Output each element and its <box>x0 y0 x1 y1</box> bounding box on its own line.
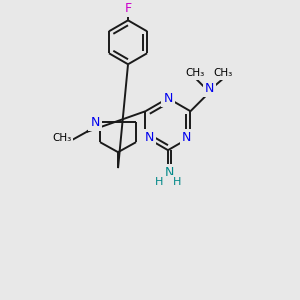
Text: N: N <box>163 92 173 105</box>
Text: N: N <box>182 131 191 144</box>
Text: H: H <box>173 177 181 187</box>
Text: N: N <box>205 82 214 95</box>
Text: N: N <box>164 166 174 178</box>
Text: CH₃: CH₃ <box>186 68 205 78</box>
Text: H: H <box>155 177 163 187</box>
Text: CH₃: CH₃ <box>52 133 72 143</box>
Text: N: N <box>90 116 100 129</box>
Text: F: F <box>124 2 132 15</box>
Text: N: N <box>145 131 154 144</box>
Text: CH₃: CH₃ <box>214 68 233 78</box>
